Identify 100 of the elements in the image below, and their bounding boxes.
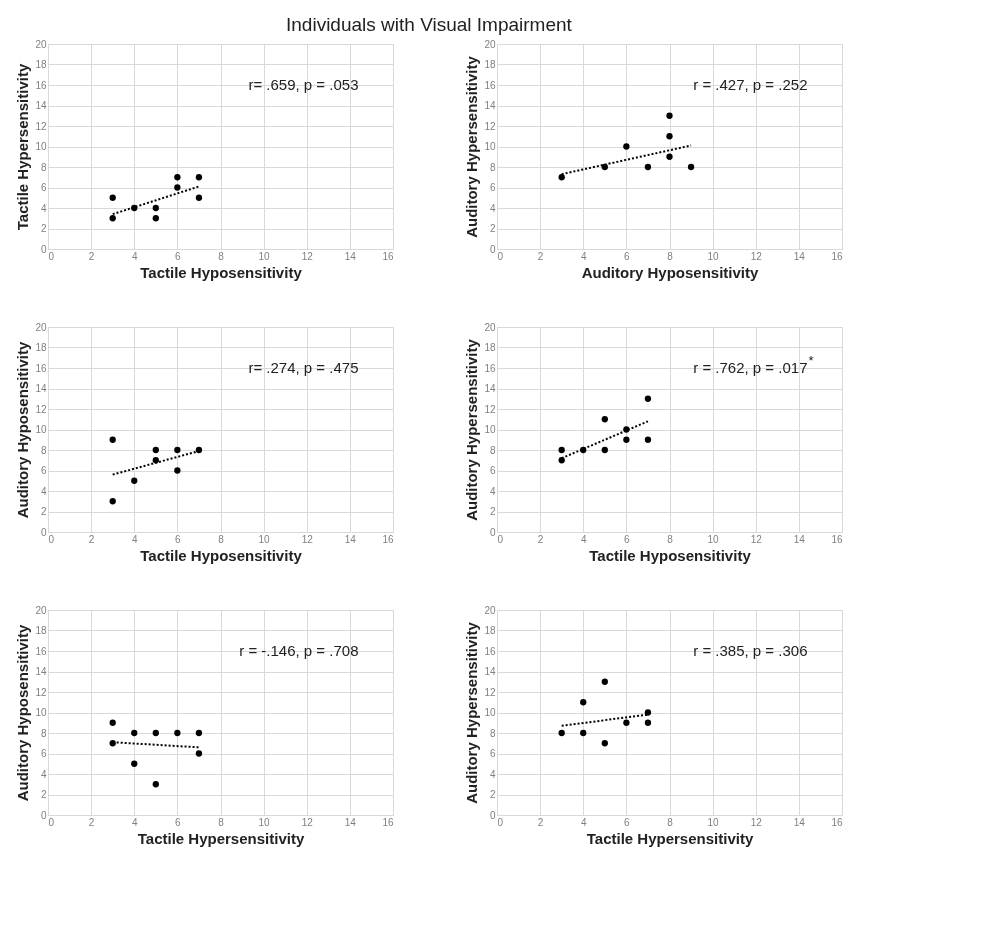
point — [174, 184, 181, 191]
y-tick-label: 6 — [40, 182, 47, 193]
y-tick-label: 2 — [489, 789, 496, 800]
y-tick-label: 14 — [484, 100, 496, 111]
x-tick-label: 4 — [580, 816, 587, 828]
y-tick-label: 8 — [489, 727, 496, 739]
y-tick-label: 8 — [40, 161, 47, 173]
point — [644, 163, 652, 171]
point — [152, 215, 159, 222]
y-axis-title: Auditory Hyposensitivity — [14, 624, 32, 802]
x-tick-label: 2 — [537, 250, 544, 262]
x-tick-label: 10 — [707, 533, 720, 545]
point — [174, 174, 181, 181]
y-tick-label: 4 — [489, 202, 496, 214]
x-tick-label: 12 — [301, 533, 314, 545]
y-tick-label: 14 — [35, 383, 47, 394]
point — [601, 163, 608, 171]
y-tick-label: 20 — [484, 321, 496, 333]
y-tick-label: 6 — [489, 748, 496, 759]
x-tick-label: 0 — [497, 533, 504, 545]
point — [623, 719, 630, 726]
x-axis-title: Auditory Hyposensitivity — [581, 263, 759, 281]
y-tick-label: 4 — [489, 768, 496, 780]
x-tick-label: 6 — [175, 533, 182, 545]
x-axis-title: Tactile Hypersensitivity — [586, 829, 754, 847]
x-axis-title: Tactile Hyposensitivity — [140, 263, 303, 281]
x-tick-label: 0 — [48, 250, 55, 262]
x-tick-label: 2 — [88, 250, 95, 262]
y-tick-label: 10 — [35, 141, 47, 152]
point — [195, 729, 203, 737]
x-tick-label: 10 — [707, 250, 720, 262]
y-tick-label: 10 — [484, 707, 496, 718]
y-tick-label: 20 — [35, 38, 47, 50]
x-axis-title: Tactile Hyposensitivity — [589, 546, 752, 564]
point — [644, 719, 652, 726]
point — [152, 204, 159, 212]
x-tick-label: 16 — [382, 250, 394, 262]
y-tick-label: 10 — [35, 424, 47, 435]
x-tick-label: 0 — [497, 816, 504, 828]
x-tick-label: 14 — [793, 816, 806, 828]
x-tick-label: 16 — [831, 816, 843, 828]
point — [623, 436, 630, 443]
x-tick-label: 8 — [667, 816, 674, 828]
annotation: r= .274, p = .475 — [248, 359, 359, 376]
x-tick-label: 14 — [344, 250, 357, 262]
x-tick-label: 16 — [831, 250, 843, 262]
point — [666, 153, 673, 160]
x-tick-label: 12 — [750, 816, 763, 828]
y-tick-label: 6 — [40, 465, 47, 476]
x-tick-label: 4 — [580, 533, 587, 545]
point — [174, 729, 181, 737]
y-tick-label: 10 — [35, 707, 47, 718]
x-tick-label: 6 — [175, 816, 182, 828]
y-tick-label: 18 — [484, 342, 496, 353]
x-tick-label: 4 — [580, 250, 587, 262]
y-axis-title: Auditory Hypersensitivity — [463, 55, 481, 238]
point — [131, 729, 138, 737]
x-tick-label: 14 — [344, 816, 357, 828]
point — [601, 416, 608, 423]
y-tick-label: 8 — [40, 727, 47, 739]
y-tick-label: 18 — [35, 342, 47, 353]
point — [109, 719, 116, 726]
y-axis-title: Auditory Hypersensitivity — [463, 621, 481, 804]
x-tick-label: 8 — [667, 250, 674, 262]
y-tick-label: 20 — [484, 604, 496, 616]
x-tick-label: 12 — [750, 250, 763, 262]
point — [644, 436, 652, 443]
y-tick-label: 12 — [35, 403, 47, 415]
x-tick-label: 10 — [258, 816, 271, 828]
y-tick-label: 18 — [484, 59, 496, 70]
y-tick-label: 16 — [35, 645, 47, 657]
y-tick-label: 8 — [40, 444, 47, 456]
y-tick-label: 16 — [484, 362, 496, 374]
x-tick-label: 12 — [301, 250, 314, 262]
annotation: r = .762, p = .017* — [693, 353, 814, 376]
y-tick-label: 6 — [40, 748, 47, 759]
point — [644, 709, 652, 716]
y-tick-label: 18 — [35, 625, 47, 636]
y-tick-label: 6 — [489, 182, 496, 193]
x-tick-label: 14 — [793, 533, 806, 545]
y-tick-label: 4 — [40, 768, 47, 780]
y-tick-label: 2 — [489, 506, 496, 517]
y-tick-label: 20 — [484, 38, 496, 50]
y-tick-label: 2 — [40, 506, 47, 517]
point — [152, 729, 159, 737]
point — [152, 457, 159, 464]
y-tick-label: 8 — [489, 444, 496, 456]
y-tick-label: 16 — [484, 79, 496, 91]
y-tick-label: 10 — [484, 141, 496, 152]
point — [195, 174, 203, 181]
y-tick-label: 18 — [35, 59, 47, 70]
point — [174, 446, 181, 454]
point — [666, 133, 673, 140]
x-tick-label: 2 — [537, 533, 544, 545]
y-tick-label: 14 — [35, 100, 47, 111]
point — [666, 112, 673, 119]
x-tick-label: 16 — [382, 533, 394, 545]
point — [601, 446, 608, 454]
point — [195, 446, 203, 454]
x-tick-label: 6 — [624, 816, 631, 828]
